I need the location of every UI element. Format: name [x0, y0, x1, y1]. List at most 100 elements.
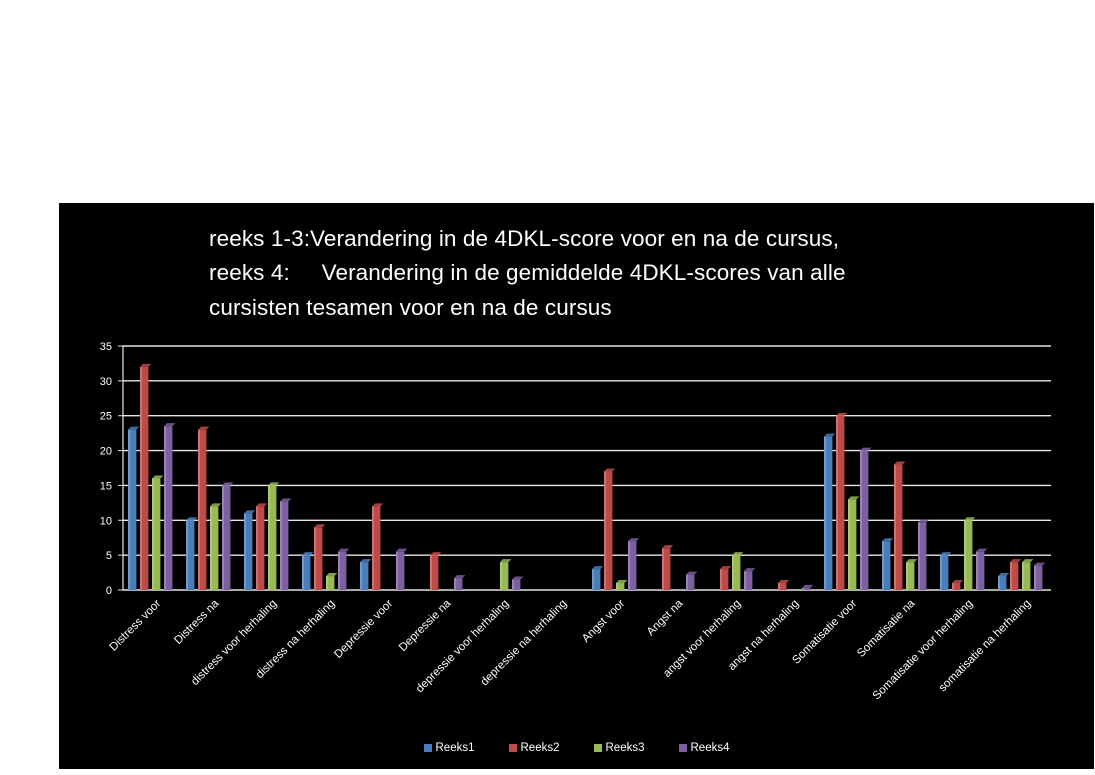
bar-face: [824, 436, 833, 590]
bar-face: [1034, 565, 1043, 590]
bar-highlight: [952, 583, 954, 590]
bar-highlight: [314, 527, 316, 590]
bar-reeks4-15: [1034, 562, 1046, 590]
bar-top: [430, 552, 442, 556]
x-tick-label: Depressie voor: [332, 598, 395, 661]
bar-reeks4-11: [802, 584, 814, 590]
bar-top: [302, 552, 314, 556]
bar-highlight: [268, 485, 270, 590]
y-tick-label: 5: [106, 550, 112, 562]
bar-face: [360, 562, 369, 590]
bar-reeks4-9: [686, 571, 698, 590]
bar-face: [326, 576, 335, 590]
y-tick-label: 30: [100, 376, 112, 388]
bar-top: [964, 517, 976, 521]
bar-top: [686, 571, 698, 575]
bar-top: [326, 573, 338, 577]
bar-reeks3-2: [268, 482, 280, 590]
bar-top: [360, 559, 372, 563]
bar-top: [500, 559, 512, 563]
bar-top: [1010, 559, 1022, 563]
legend-item-reeks3: Reeks3: [593, 742, 645, 754]
bar-top: [152, 475, 164, 479]
bar-top: [1034, 562, 1046, 566]
bar-face: [268, 485, 277, 590]
bar-highlight: [1034, 565, 1036, 590]
bar-highlight: [372, 506, 374, 590]
bar-face: [1022, 562, 1031, 590]
bar-face: [732, 555, 741, 590]
bar-top: [592, 566, 604, 570]
legend-label: Reeks1: [435, 742, 475, 754]
legend-swatch: [423, 744, 432, 752]
bar-highlight: [152, 478, 154, 590]
bar-highlight: [720, 569, 722, 590]
bar-highlight: [882, 541, 884, 590]
bar-reeks3-14: [964, 517, 976, 590]
bar-reeks2-13: [894, 461, 906, 590]
bar-highlight: [198, 429, 200, 590]
y-tick-label: 15: [100, 480, 112, 492]
bar-face: [964, 520, 973, 590]
bar-highlight: [454, 578, 456, 590]
bar-top: [604, 468, 616, 472]
x-tick-label: Angst na: [645, 597, 686, 638]
x-tick-label: Angst voor: [580, 598, 627, 645]
chart-title-line-2: reeks 4: Verandering in de gemiddelde 4D…: [209, 260, 846, 285]
y-axis-ticks: 0 5 10 15 20 25 30 35: [100, 341, 112, 597]
bar-top: [222, 482, 234, 486]
bar-highlight: [280, 501, 282, 590]
bar-top: [628, 538, 640, 542]
bar-reeks2-8: [604, 468, 616, 590]
bar-highlight: [186, 520, 188, 590]
bar-face: [662, 548, 671, 590]
bar-reeks4-12: [860, 447, 872, 590]
bar-face: [430, 555, 439, 590]
bar-top: [836, 412, 848, 416]
bar-top: [256, 503, 268, 507]
chart-title-line-1: reeks 1-3:Verandering in de 4DKL-score v…: [209, 226, 840, 251]
bar-highlight: [802, 587, 804, 590]
bar-reeks1-8: [592, 566, 604, 590]
bar-highlight: [860, 450, 862, 590]
bar-top: [744, 568, 756, 572]
legend-label: Reeks4: [690, 742, 730, 754]
bar-face: [744, 571, 753, 590]
bar-top: [848, 496, 860, 500]
bar-top: [918, 519, 930, 523]
bar-reeks2-3: [314, 524, 326, 590]
bar-face: [164, 426, 173, 590]
bar-reeks2-2: [256, 503, 268, 590]
bar-highlight: [836, 415, 838, 590]
legend-label: Reeks2: [520, 742, 560, 754]
bar-face: [244, 513, 253, 590]
bar-top: [824, 433, 836, 437]
bar-highlight: [256, 506, 258, 590]
bar-face: [976, 551, 985, 590]
bar-face: [802, 587, 811, 590]
bar-face: [1010, 562, 1019, 590]
legend: Reeks1 Reeks2 Reeks3 Reeks4: [59, 742, 1094, 754]
bar-highlight: [128, 429, 130, 590]
bar-reeks3-8: [616, 580, 628, 590]
bar-top: [512, 576, 524, 580]
bar-face: [628, 541, 637, 590]
x-tick-label: Somatisatie na: [855, 597, 918, 660]
bar-top: [454, 575, 466, 579]
legend-item-reeks4: Reeks4: [678, 742, 730, 754]
bar-top: [732, 552, 744, 556]
bar-reeks2-1: [198, 426, 210, 590]
bar-highlight: [940, 555, 942, 590]
bar-face: [592, 569, 601, 590]
chart-panel: reeks 1-3:Verandering in de 4DKL-score v…: [59, 203, 1094, 769]
bar-highlight: [848, 499, 850, 590]
bar-reeks1-15: [998, 573, 1010, 590]
bar-face: [720, 569, 729, 590]
y-tick-label: 20: [100, 446, 112, 458]
bar-face: [280, 501, 289, 590]
bar-highlight: [744, 571, 746, 590]
bar-reeks4-1: [222, 482, 234, 590]
legend-item-reeks2: Reeks2: [508, 742, 560, 754]
bar-top: [338, 548, 350, 552]
bar-face: [500, 562, 509, 590]
